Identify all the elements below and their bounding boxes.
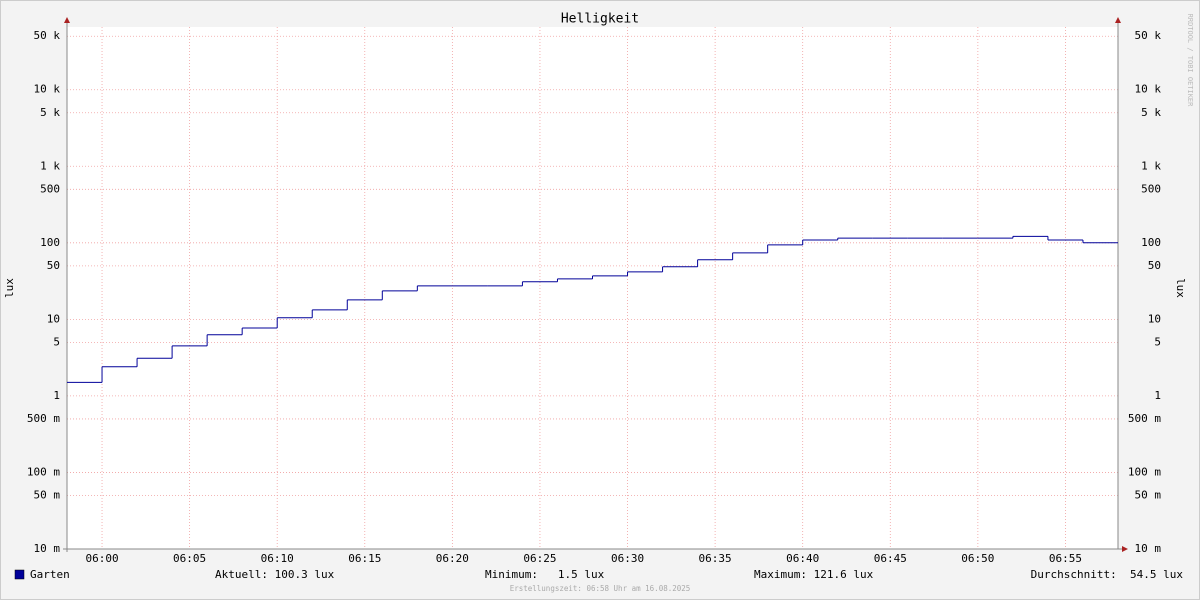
y-tick-label: 10 m [34, 542, 61, 555]
plot-area [67, 27, 1118, 549]
stat-maximum: Maximum: 121.6 lux [754, 568, 874, 581]
y2-tick-label: 1 k [1141, 159, 1161, 172]
y-tick-label: 5 k [40, 106, 60, 119]
x-tick-label: 06:30 [611, 552, 644, 565]
stat-minimum: Minimum: 1.5 lux [485, 568, 605, 581]
x-tick-label: 06:05 [173, 552, 206, 565]
x-tick-label: 06:20 [436, 552, 469, 565]
y2-tick-label: 100 [1141, 236, 1161, 249]
y-tick-label: 50 k [34, 29, 61, 42]
x-tick-label: 06:50 [961, 552, 994, 565]
x-tick-label: 06:55 [1049, 552, 1082, 565]
y2-tick-label: 500 [1141, 182, 1161, 195]
y2-tick-label: 10 [1148, 312, 1161, 325]
y-tick-label: 1 [53, 389, 60, 402]
y2-tick-label: 1 [1154, 389, 1161, 402]
x-tick-label: 06:45 [874, 552, 907, 565]
side-note: RRDTOOL / TOBI OETIKER [1186, 14, 1194, 108]
y-tick-label: 10 k [34, 83, 61, 96]
y2-tick-label: 500 m [1128, 412, 1161, 425]
axis-arrow [1122, 546, 1128, 552]
y2-tick-label: 50 k [1135, 29, 1162, 42]
x-tick-label: 06:25 [523, 552, 556, 565]
x-tick-label: 06:40 [786, 552, 819, 565]
y2-tick-label: 50 m [1135, 488, 1162, 501]
y-tick-label: 10 [47, 312, 60, 325]
y-tick-label: 100 [40, 236, 60, 249]
x-tick-label: 06:00 [85, 552, 118, 565]
y2-axis-label: lux [1174, 278, 1187, 298]
axis-arrow [64, 17, 70, 23]
y-axis-label: lux [3, 278, 16, 298]
y2-tick-label: 5 k [1141, 106, 1161, 119]
stat-current: Aktuell: 100.3 lux [215, 568, 335, 581]
y-tick-label: 500 [40, 182, 60, 195]
y2-tick-label: 10 k [1135, 83, 1162, 96]
y-tick-label: 5 [53, 335, 60, 348]
x-tick-label: 06:35 [699, 552, 732, 565]
y2-tick-label: 100 m [1128, 465, 1161, 478]
y-tick-label: 50 [47, 259, 60, 272]
legend-label: Garten [30, 568, 70, 581]
stat-average: Durchschnitt: 54.5 lux [1031, 568, 1184, 581]
y2-tick-label: 5 [1154, 335, 1161, 348]
footer: Erstellungszeit: 06:58 Uhr am 16.08.2025 [510, 584, 691, 593]
x-tick-label: 06:10 [261, 552, 294, 565]
y-tick-label: 50 m [34, 488, 61, 501]
x-tick-label: 06:15 [348, 552, 381, 565]
axis-arrow [1115, 17, 1121, 23]
y-tick-label: 500 m [27, 412, 60, 425]
y-tick-label: 100 m [27, 465, 60, 478]
chart-title: Helligkeit [561, 12, 639, 27]
y2-tick-label: 50 [1148, 259, 1161, 272]
y-tick-label: 1 k [40, 159, 60, 172]
legend-swatch [14, 569, 25, 580]
y2-tick-label: 10 m [1135, 542, 1162, 555]
